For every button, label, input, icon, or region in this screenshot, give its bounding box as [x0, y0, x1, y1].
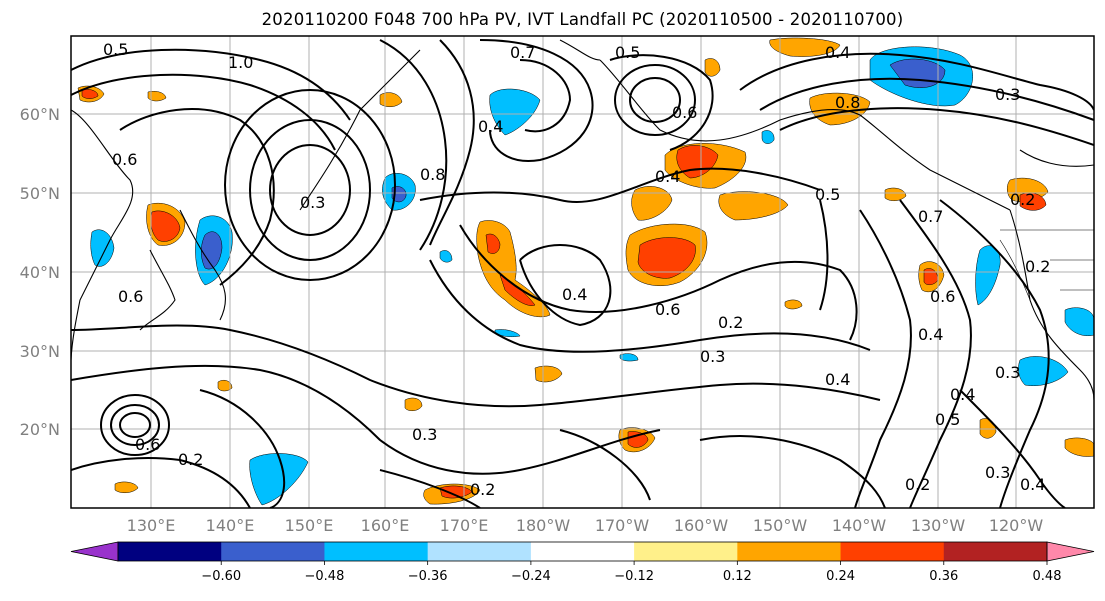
colorbar-swatch: [840, 542, 945, 561]
lon-label: 150°W: [753, 516, 808, 535]
contour-label: 0.2: [178, 450, 203, 469]
colorbar-swatch: [427, 542, 532, 561]
colorbar-tick-label: −0.48: [305, 569, 345, 584]
colorbar-tick-label: 0.48: [1033, 569, 1062, 584]
contour-label: 0.4: [562, 285, 587, 304]
contour-label: 0.4: [478, 117, 503, 136]
contour-label: 0.6: [135, 435, 160, 454]
contour-label: 0.6: [655, 300, 680, 319]
contour-label: 0.8: [420, 165, 445, 184]
colorbar-swatch: [634, 542, 738, 561]
map-title: 2020110200 F048 700 hPa PV, IVT Landfall…: [261, 10, 904, 29]
colorbar-tick-label: −0.36: [408, 569, 448, 584]
contour-label: 0.8: [835, 93, 860, 112]
contour-label: 0.5: [935, 410, 960, 429]
lat-label-40n: 40°N: [20, 263, 60, 282]
colorbar-extend-min: [70, 541, 119, 562]
contour-label: 0.4: [825, 43, 850, 62]
lon-label: 170°W: [595, 516, 650, 535]
contour-labels: 0.5 1.0 0.7 0.5 0.4 0.6 0.3 0.4 0.8 0.4 …: [103, 40, 1050, 499]
lat-label-30n: 30°N: [20, 342, 60, 361]
pv-contours: [71, 39, 1094, 508]
colorbar-swatch: [118, 542, 222, 561]
lon-label: 130°E: [127, 516, 176, 535]
contour-label: 0.5: [103, 40, 128, 59]
contour-label: 0.3: [995, 363, 1020, 382]
contour-label: 0.6: [112, 150, 137, 169]
contour-label: 0.3: [412, 425, 437, 444]
lon-label: 130°W: [911, 516, 966, 535]
contour-label: 0.2: [718, 313, 743, 332]
colorbar-tick-label: −0.24: [511, 569, 551, 584]
contour-label: 0.2: [1010, 190, 1035, 209]
contour-label: 0.3: [995, 85, 1020, 104]
contour-label: 0.4: [950, 385, 975, 404]
colorbar-tick-label: 0.36: [929, 569, 958, 584]
latitude-labels: 60°N 50°N 40°N 30°N 20°N: [20, 105, 60, 439]
colorbar-tick-label: 0.12: [723, 569, 752, 584]
lon-label: 140°E: [206, 516, 255, 535]
contour-label: 0.3: [985, 463, 1010, 482]
lon-label: 160°W: [674, 516, 729, 535]
colorbar-swatch: [530, 542, 635, 561]
colorbar-swatch: [943, 542, 1048, 561]
lat-label-60n: 60°N: [20, 105, 60, 124]
contour-label: 0.4: [825, 370, 850, 389]
contour-label: 0.6: [672, 103, 697, 122]
contour-label: 0.7: [918, 207, 943, 226]
longitude-labels: 130°E 140°E 150°E 160°E 170°E 180°W 170°…: [127, 516, 1044, 535]
colorbar-swatch: [221, 542, 325, 561]
lon-label: 150°E: [285, 516, 334, 535]
contour-label: 0.2: [470, 480, 495, 499]
contour-label: 0.5: [815, 185, 840, 204]
contour-label: 0.4: [918, 325, 943, 344]
lon-label: 170°E: [440, 516, 489, 535]
contour-label: 0.6: [118, 287, 143, 306]
contour-label: 0.3: [700, 347, 725, 366]
contour-label: 0.6: [930, 287, 955, 306]
lon-label: 160°E: [361, 516, 410, 535]
map-frame: [70, 35, 1095, 509]
colorbar-swatch: [324, 542, 429, 561]
contour-label: 0.2: [905, 475, 930, 494]
colorbar-tick-label: 0.24: [826, 569, 855, 584]
contour-label: 0.7: [510, 43, 535, 62]
contour-label: 0.5: [615, 43, 640, 62]
contour-label: 0.4: [655, 167, 680, 186]
colorbar-swatch: [737, 542, 842, 561]
contour-label: 1.0: [228, 53, 253, 72]
contour-label: 0.3: [300, 193, 325, 212]
colorbar-frame: [117, 541, 1048, 562]
colorbar-extend-max: [1046, 541, 1095, 562]
contour-label: 0.2: [1025, 257, 1050, 276]
colorbar-tick-label: −0.60: [201, 569, 241, 584]
lon-label: 180°W: [516, 516, 571, 535]
coastlines: [71, 39, 1094, 401]
colorbar: −0.60 −0.48 −0.36 −0.24 −0.12 0.12 0.24 0.36 0.4…: [70, 541, 1095, 584]
contour-label: 0.4: [1020, 475, 1045, 494]
lat-label-50n: 50°N: [20, 184, 60, 203]
lon-label: 120°W: [989, 516, 1044, 535]
colorbar-tick-label: −0.12: [614, 569, 654, 584]
lat-label-20n: 20°N: [20, 420, 60, 439]
lon-label: 140°W: [832, 516, 887, 535]
